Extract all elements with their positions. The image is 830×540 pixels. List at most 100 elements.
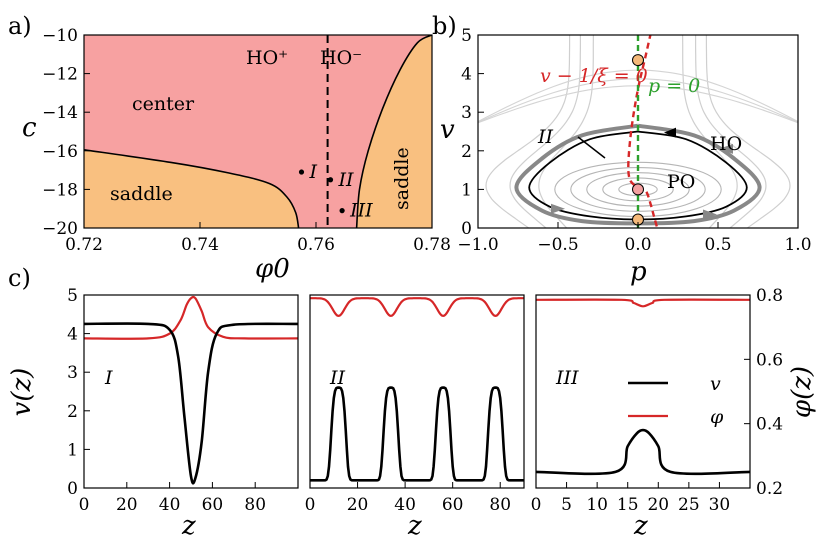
c3-x-tick-label: 10	[586, 495, 608, 515]
subplot-label-III: III	[555, 367, 579, 389]
annot-ho: HO	[710, 133, 742, 155]
c3-y-tick-label: 0.6	[756, 350, 783, 370]
a-y-tick-label: −16	[42, 142, 78, 162]
x-axis-label-c1: z	[181, 511, 196, 540]
orbit-arrow	[551, 203, 565, 214]
c1-y-tick-label: 1	[67, 440, 78, 460]
panel-label-b: b)	[432, 12, 457, 40]
y-axis-label-c-left: v(z)	[7, 368, 37, 417]
streamline	[485, 35, 571, 228]
annot-po: PO	[667, 171, 695, 193]
axes-frame-c2	[309, 294, 525, 489]
a-x-tick-label: 0.72	[65, 235, 103, 255]
fixed-point	[632, 54, 644, 67]
panel-label-a: a)	[8, 12, 32, 40]
c1-x-tick-label: 80	[244, 495, 266, 515]
y-ticks-b: 0 1 2 3 4 5	[461, 26, 484, 239]
streamline	[694, 35, 767, 228]
param-point-I	[298, 169, 305, 175]
annot-green-nullcline: p = 0	[648, 75, 700, 97]
b-y-tick-label: 2	[461, 142, 472, 162]
a-y-tick-label: −20	[42, 219, 78, 239]
orbit-arrow	[719, 143, 733, 154]
b-y-tick-label: 5	[461, 26, 472, 46]
fixed-point	[632, 183, 644, 196]
x-axis-label-a: φ0	[255, 254, 290, 284]
a-y-tick-label: −12	[42, 65, 78, 85]
b-y-tick-label: 4	[461, 65, 472, 85]
orbit-arrow	[703, 209, 717, 220]
subplot-label-II: II	[329, 367, 346, 389]
c1-y-tick-label: 4	[67, 325, 78, 345]
region-saddle-right	[356, 35, 432, 228]
streamline	[538, 35, 594, 228]
y-axis-label-b: v	[440, 115, 455, 145]
fixed-points	[632, 54, 644, 226]
param-point-label-III: III	[349, 200, 373, 222]
axes-frame-c3	[535, 294, 751, 489]
legend: v φ	[628, 373, 724, 428]
c3-x-tick-label: 30	[709, 495, 731, 515]
y-axis-label-a: c	[22, 113, 37, 143]
c1-y-tick-label: 0	[67, 479, 78, 499]
b-x-tick-label: 0.5	[704, 235, 731, 255]
x-ticks-c3: 0 5 10 15 20 25 30	[531, 482, 731, 515]
orbit-arrows	[551, 127, 733, 220]
a-y-tick-label: −18	[42, 180, 78, 200]
c3-x-tick-label: 20	[647, 495, 669, 515]
param-point-III	[339, 208, 345, 214]
y-ticks-c1: 0 1 2 3 4 5	[67, 286, 90, 499]
axes-frame-a	[83, 34, 433, 229]
c1-x-tick-label: 20	[116, 495, 138, 515]
legend-label-v: v	[710, 373, 721, 395]
label-ho-plus: HO⁺	[246, 47, 288, 69]
c3-x-tick-label: 5	[561, 495, 572, 515]
label-ho-minus: HO⁻	[320, 47, 362, 69]
a-x-tick-label: 0.78	[413, 235, 451, 255]
series-v-II	[310, 386, 524, 482]
series-phi-I	[84, 295, 298, 340]
x-ticks-c1: 0 20 40 60 80	[79, 482, 266, 515]
region-label-saddle-left: saddle	[110, 183, 173, 205]
panel-b: b) II HO PO v − 1/ξ = 0 p = 0 −1.0 −0.5 0.…	[432, 12, 812, 287]
series-phi-II	[310, 297, 524, 318]
x-axis-label-b: p	[630, 257, 647, 287]
c2-x-tick-label: 20	[347, 495, 369, 515]
boundary-right	[355, 35, 432, 228]
x-axis-label-c3: z	[633, 511, 648, 540]
orbit-arrow-ho	[664, 127, 676, 138]
region-label-saddle-right: saddle	[391, 147, 413, 210]
c3-x-tick-label: 15	[617, 495, 639, 515]
c2-x-tick-label: 60	[442, 495, 464, 515]
region-saddle-left	[84, 149, 299, 228]
c3-y-tick-label: 0.4	[756, 415, 783, 435]
a-y-tick-label: −14	[42, 103, 78, 123]
b-x-tick-label: 1.0	[784, 235, 811, 255]
c3-y-tick-label: 0.8	[756, 286, 783, 306]
c1-y-tick-label: 5	[67, 286, 78, 306]
boundary-left	[84, 149, 300, 228]
streamline	[705, 35, 791, 228]
b-x-tick-label: −1.0	[457, 235, 498, 255]
series-phi-III	[536, 298, 750, 308]
x-ticks-b: −1.0 −0.5 0.0 0.5 1.0	[457, 222, 812, 255]
annot-ii: II	[537, 126, 554, 148]
c2-x-tick-label: 40	[394, 495, 416, 515]
param-point-II	[327, 177, 334, 183]
annot-ii-pointer	[577, 136, 606, 159]
series-v-III	[536, 428, 750, 476]
param-point-label-II: II	[338, 169, 355, 191]
x-ticks-c2: 0 20 40 60 80	[305, 482, 511, 515]
b-x-tick-label: 0.0	[624, 235, 651, 255]
x-axis-label-c2: z	[407, 511, 422, 540]
panel-label-c: c)	[8, 264, 31, 292]
a-x-tick-label: 0.74	[181, 235, 219, 255]
c1-y-tick-label: 3	[67, 363, 78, 383]
c3-x-tick-label: 0	[531, 495, 542, 515]
y-axis-label-c-right: φ(z)	[787, 366, 817, 418]
legend-label-phi: φ	[710, 406, 724, 428]
streamline	[509, 35, 582, 228]
b-x-tick-label: −0.5	[537, 235, 578, 255]
subplot-label-I: I	[104, 367, 113, 389]
